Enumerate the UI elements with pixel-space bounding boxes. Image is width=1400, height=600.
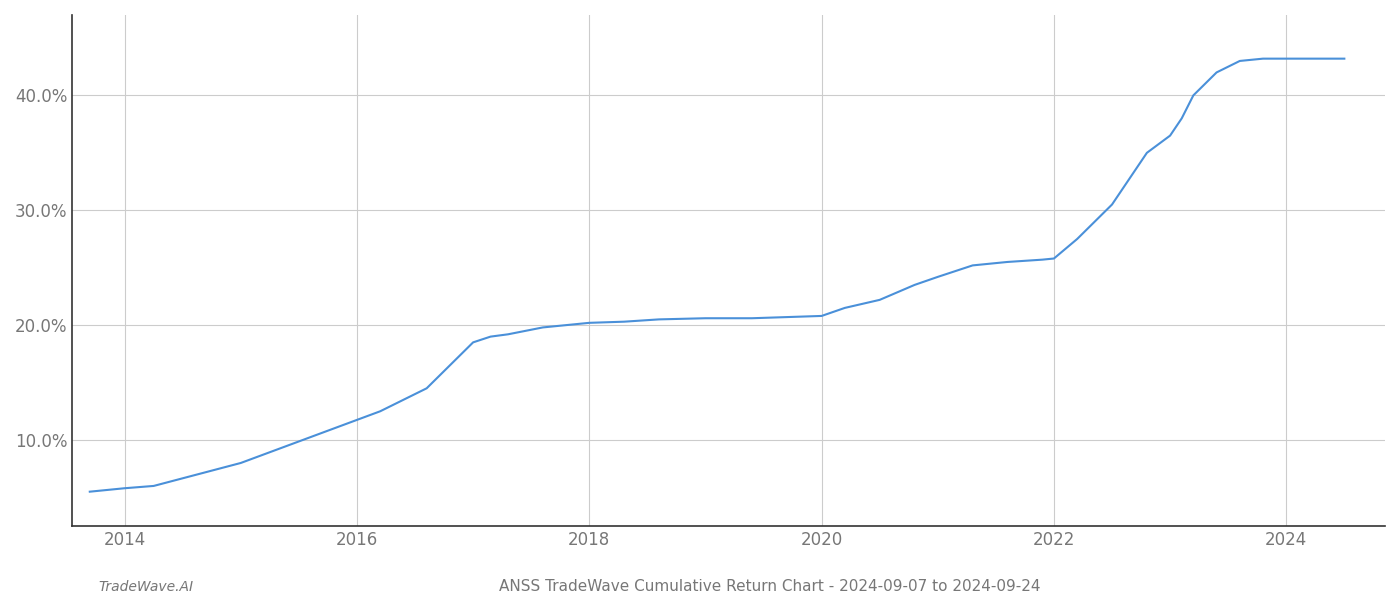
Text: ANSS TradeWave Cumulative Return Chart - 2024-09-07 to 2024-09-24: ANSS TradeWave Cumulative Return Chart -… [500,579,1040,594]
Text: TradeWave.AI: TradeWave.AI [98,580,193,594]
